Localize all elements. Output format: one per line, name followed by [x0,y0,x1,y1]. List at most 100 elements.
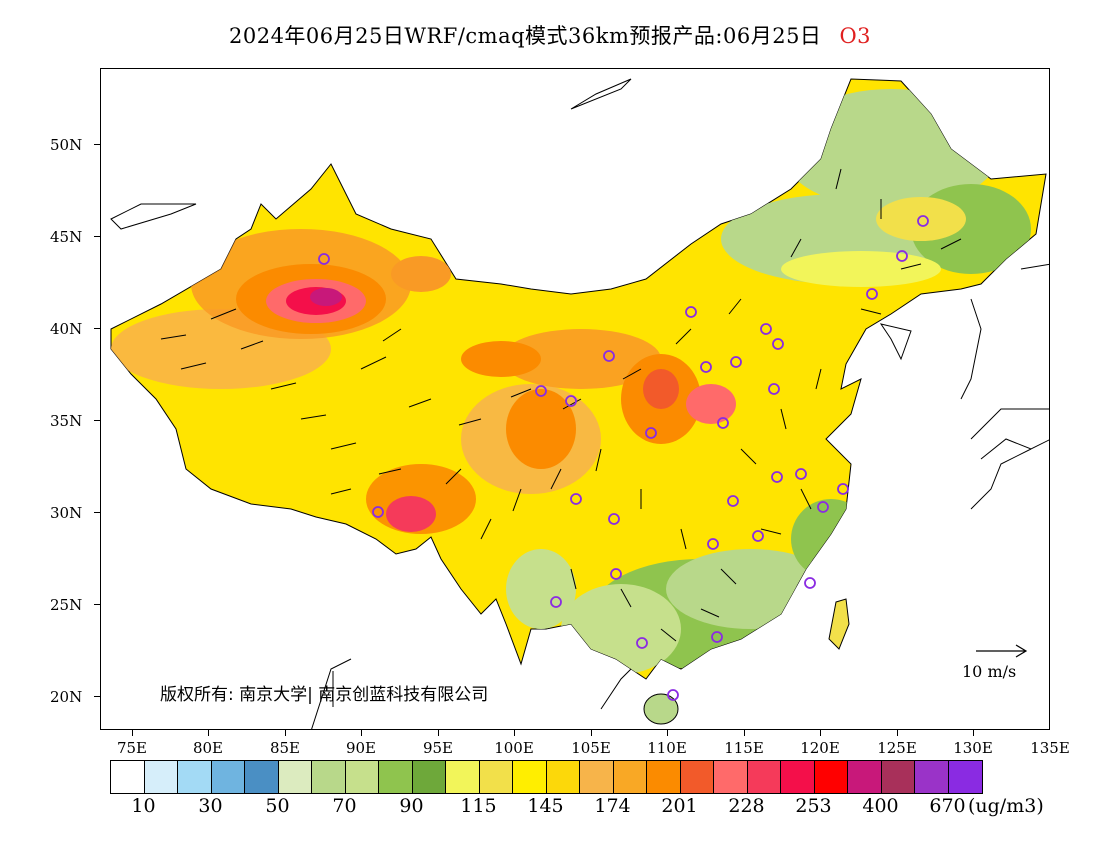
station-marker [866,288,878,300]
coastline [879,298,982,400]
wind-arrow [270,382,297,390]
colorbar-label: 253 [795,795,832,817]
lat-label-30n: 30N [50,504,83,522]
colorbar-swatch [915,761,949,793]
wind-arrow [240,340,264,350]
lat-label-50n: 50N [50,136,83,154]
wind-vectors [160,168,962,642]
colorbar-swatch [546,761,580,793]
lon-label-80e: 80E [192,739,224,757]
lon-tick [285,730,286,736]
colorbar-swatch [278,761,312,793]
station-marker [707,538,719,550]
wind-arrow [860,308,882,315]
wind-arrow [660,628,677,642]
wind-arrow [458,418,482,426]
colorbar-swatch [848,761,882,793]
ozone-zone [643,369,679,409]
colorbar-swatch [178,761,212,793]
station-marker [804,577,816,589]
map-panel[interactable] [100,68,1050,730]
lon-label-95e: 95E [422,739,454,757]
lat-label-35n: 35N [50,412,83,430]
wind-arrow [330,442,357,450]
wind-arrow [378,468,402,475]
station-marker [771,471,783,483]
station-marker [837,483,849,495]
station-marker [535,385,547,397]
station-marker [896,250,908,262]
wind-arrow [780,408,787,430]
lon-label-110e: 110E [647,739,687,757]
wind-arrow [360,356,387,370]
station-marker [372,506,384,518]
colorbar-swatch [211,761,245,793]
lat-tick [94,512,100,513]
wind-arrow [408,398,432,408]
lon-tick [667,730,668,736]
colorbar-label: 115 [460,795,497,817]
lat-label-20n: 20N [50,688,83,706]
station-marker [610,568,622,580]
wind-arrow [512,488,522,512]
wind-reference-label: 10 m/s [962,662,1017,681]
wind-arrow [622,368,642,380]
wind-arrow [570,568,577,590]
wind-arrow [595,448,602,472]
colorbar-swatch [948,761,982,793]
wind-arrow [800,488,812,510]
colorbar-swatch [312,761,346,793]
ozone-zone [391,256,451,292]
station-marker [608,513,620,525]
lat-tick [94,236,100,237]
wind-arrow [815,368,822,390]
lat-label-25n: 25N [50,596,83,614]
station-marker [645,427,657,439]
colorbar-label: 145 [527,795,564,817]
colorbar-swatch [144,761,178,793]
wind-arrow [445,468,462,485]
station-marker [603,350,615,362]
station-marker [700,361,712,373]
wind-arrow [790,238,802,258]
colorbar-label: 30 [198,795,223,817]
wind-arrow [550,468,562,490]
colorbar-swatch [647,761,681,793]
colorbar-swatch [345,761,379,793]
station-marker [685,306,697,318]
wind-arrow [900,263,922,270]
lat-tick [94,144,100,145]
colorbar-label: 201 [661,795,698,817]
station-marker [717,417,729,429]
wind-reference-arrow [976,644,1028,658]
colorbar-label: 70 [332,795,357,817]
ozone-zone [386,496,436,532]
lat-tick [94,420,100,421]
lon-label-120e: 120E [800,739,840,757]
lon-tick [132,730,133,736]
colorbar-label: 10 [131,795,156,817]
forecast-map [110,78,1049,729]
station-marker [565,395,577,407]
lat-tick [94,328,100,329]
station-markers [318,215,929,701]
lon-tick [897,730,898,736]
colorbar-label: 400 [862,795,899,817]
wind-arrow [835,168,842,190]
lon-label-115e: 115E [724,739,764,757]
wind-arrow [675,328,692,345]
lon-label-100e: 100E [494,739,534,757]
station-marker [760,323,772,335]
ozone-zone [876,197,966,241]
colorbar [110,760,983,794]
station-marker [667,689,679,701]
station-marker [550,596,562,608]
lon-tick [744,730,745,736]
colorbar-swatch [412,761,446,793]
station-marker [752,530,764,542]
colorbar-swatch [781,761,815,793]
wind-arrow [180,362,207,370]
wind-arrow [510,388,532,398]
colorbar-swatch [747,761,781,793]
station-marker [795,468,807,480]
